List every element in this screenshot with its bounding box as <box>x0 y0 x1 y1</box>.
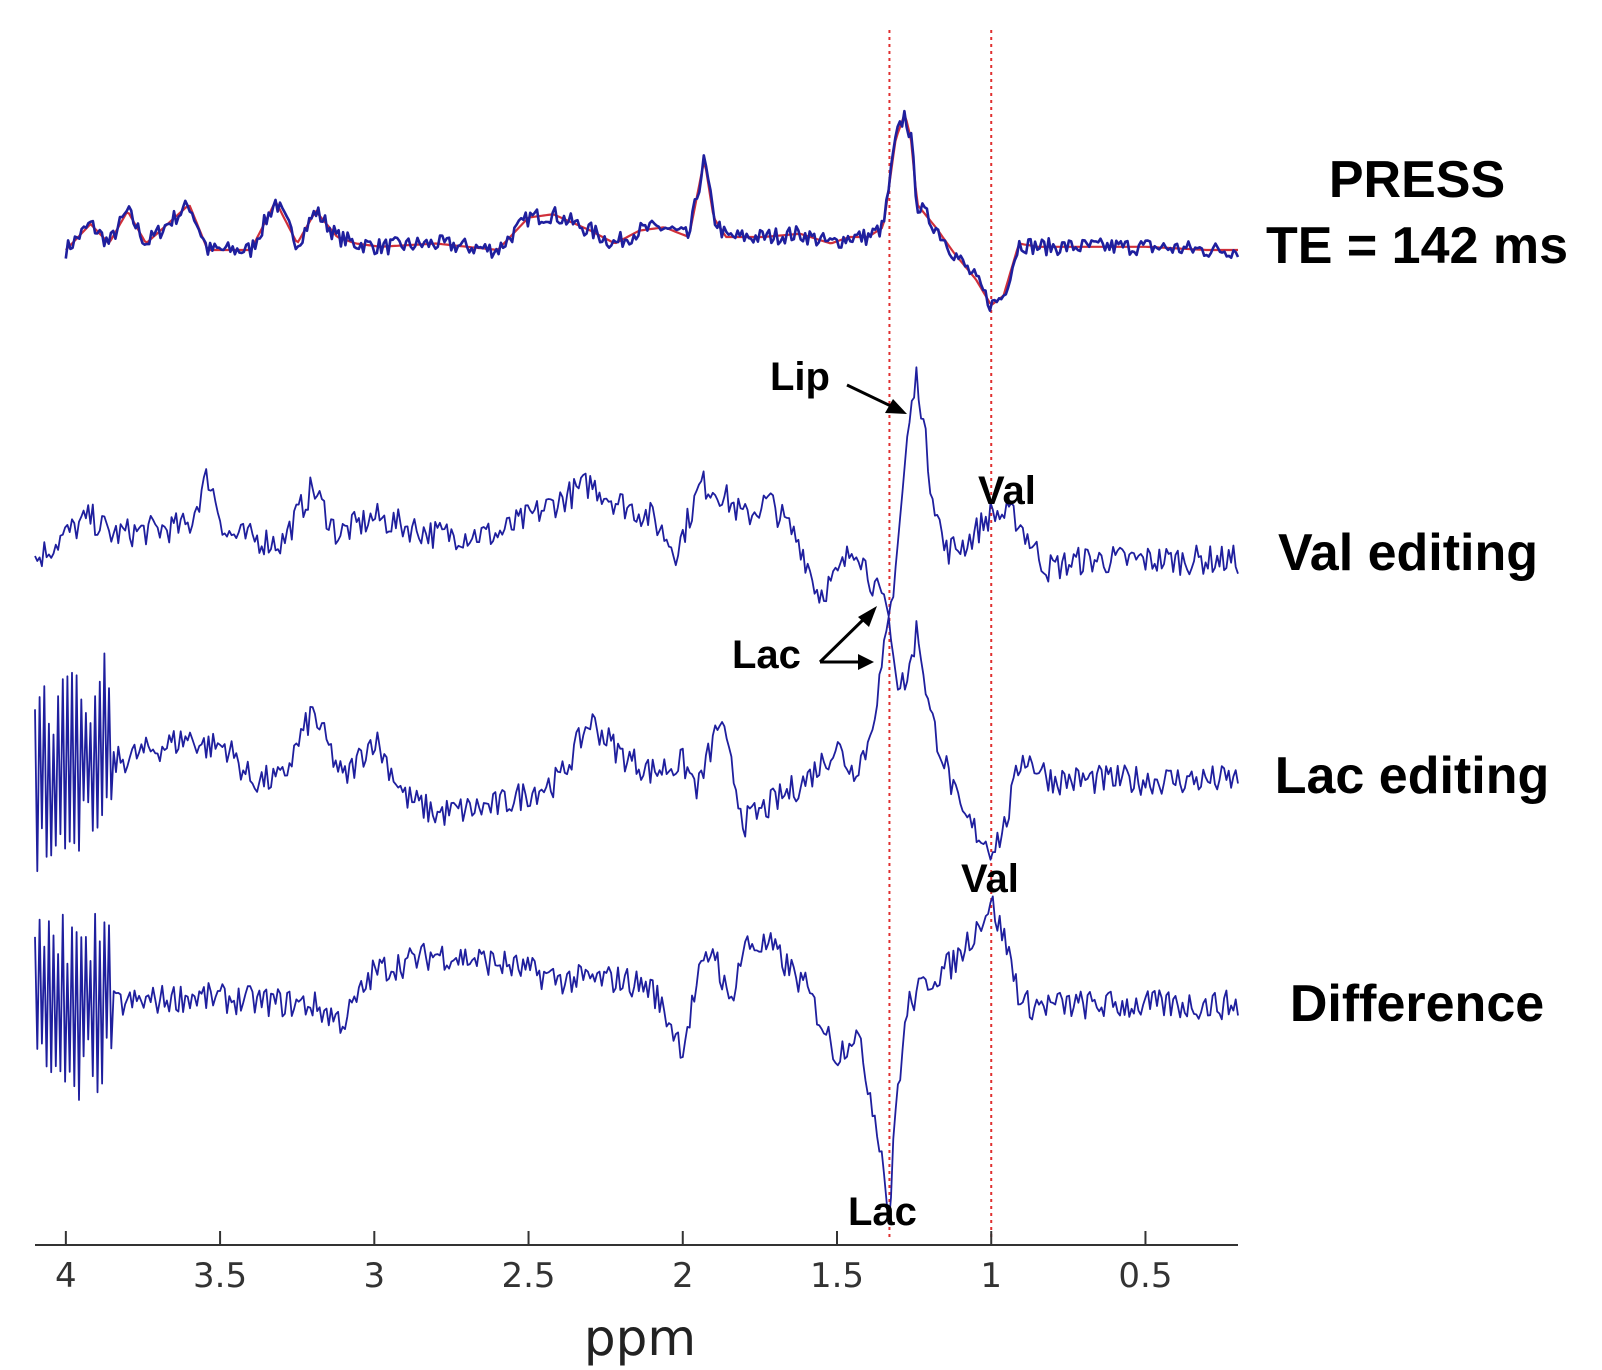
series-line-3 <box>34 895 1239 1225</box>
lac-arrow-up <box>818 613 870 664</box>
annotation-lac-mid: Lac <box>732 633 801 677</box>
lip-arrow <box>846 383 896 410</box>
lip-arrow-head <box>885 399 907 414</box>
series-label-lac-editing: Lac editing <box>1275 747 1549 805</box>
x-tick-label-3: 2.5 <box>501 1256 555 1296</box>
x-tick-label-7: 0.5 <box>1118 1256 1172 1296</box>
annotation-val-bottom: Val <box>961 857 1019 901</box>
x-tick-label-0: 4 <box>55 1256 77 1296</box>
annotation-val-top: Val <box>978 469 1036 513</box>
x-tick-label-2: 3 <box>363 1256 385 1296</box>
x-axis-title: ppm <box>584 1309 696 1367</box>
series-line-0 <box>64 109 1240 313</box>
x-tick-label-5: 1.5 <box>810 1256 864 1296</box>
series-line-2 <box>34 616 1239 873</box>
series-label-val-editing: Val editing <box>1278 524 1538 582</box>
x-tick-label-1: 3.5 <box>193 1256 247 1296</box>
series-label-press-te: TE = 142 ms <box>1266 217 1568 275</box>
x-tick-label-4: 2 <box>672 1256 694 1296</box>
x-tick-label-6: 1 <box>980 1256 1002 1296</box>
lac-arrow-right-head <box>858 654 874 670</box>
series-label-difference: Difference <box>1290 975 1544 1033</box>
series-label-press: PRESS <box>1329 151 1505 209</box>
series-line-1 <box>34 366 1239 618</box>
annotation-lac-bottom: Lac <box>848 1190 917 1234</box>
lac-arrow-up-head <box>858 606 877 627</box>
press-fit-line <box>65 111 1238 306</box>
annotation-lip: Lip <box>770 355 830 399</box>
